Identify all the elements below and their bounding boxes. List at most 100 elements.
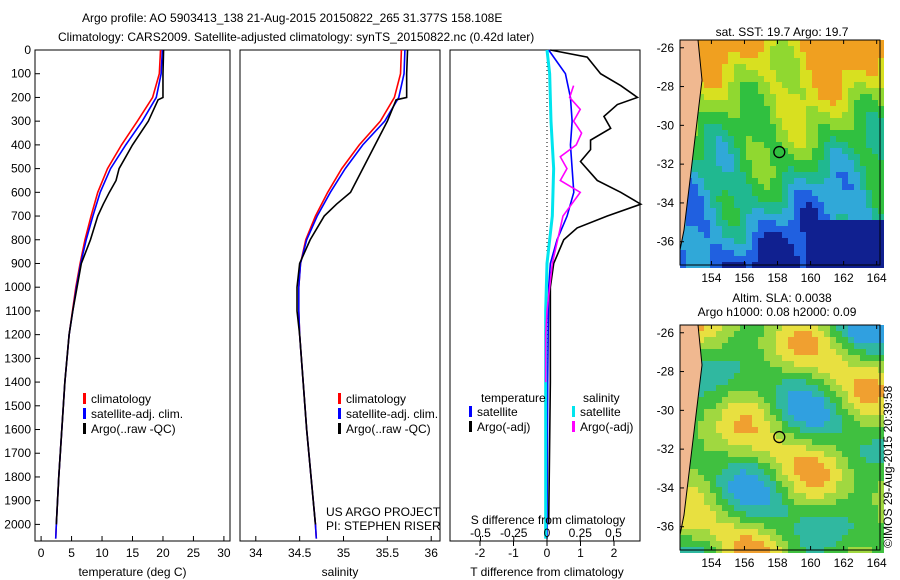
map-cell (830, 361, 836, 367)
map-cell (704, 46, 710, 52)
map-cell (836, 226, 842, 232)
legend-label: satellite-adj. clim. (91, 407, 183, 421)
map-cell (692, 220, 698, 226)
map-cell (764, 256, 770, 262)
map-cell (770, 541, 776, 547)
map-cell (746, 535, 752, 541)
map-cell (866, 457, 872, 463)
map-cell (830, 232, 836, 238)
map-cell (758, 427, 764, 433)
map-cell (818, 220, 824, 226)
map-cell (704, 469, 710, 475)
legend-swatch (572, 421, 575, 432)
map-cell (854, 343, 860, 349)
map-cell (740, 337, 746, 343)
map-cell (746, 232, 752, 238)
map-cell (830, 529, 836, 535)
map-cell (758, 112, 764, 118)
map-cell (770, 154, 776, 160)
map-cell (860, 379, 866, 385)
map-cell (806, 88, 812, 94)
map-cell (716, 397, 722, 403)
map-cell (770, 493, 776, 499)
map-cell (878, 373, 884, 379)
map-cell (740, 202, 746, 208)
map-cell (788, 100, 794, 106)
map-cell (872, 373, 878, 379)
map-cell (746, 385, 752, 391)
map-cell (758, 337, 764, 343)
map-cell (758, 349, 764, 355)
map-cell (740, 397, 746, 403)
map-cell (740, 511, 746, 517)
map-cell (788, 457, 794, 463)
coastline-land (679, 39, 703, 251)
map-cell (836, 397, 842, 403)
map-cell (782, 373, 788, 379)
map-cell (704, 427, 710, 433)
map-cell (812, 343, 818, 349)
map-cell (872, 361, 878, 367)
map-cell (728, 238, 734, 244)
map-cell (698, 136, 704, 142)
lon-tick-label: 160 (801, 556, 821, 570)
map-cell (872, 148, 878, 154)
map-cell (872, 487, 878, 493)
map-cell (794, 154, 800, 160)
map-cell (878, 196, 884, 202)
map-cell (878, 469, 884, 475)
map-cell (872, 46, 878, 52)
map-cell (782, 232, 788, 238)
map-cell (854, 541, 860, 547)
map-cell (770, 52, 776, 58)
map-cell (830, 385, 836, 391)
map-cell (752, 457, 758, 463)
map-cell (746, 130, 752, 136)
map-cell (758, 70, 764, 76)
map-cell (788, 190, 794, 196)
map-cell (734, 220, 740, 226)
map-cell (716, 232, 722, 238)
map-cell (734, 385, 740, 391)
map-cell (794, 202, 800, 208)
map-cell (866, 475, 872, 481)
map-cell (692, 202, 698, 208)
map-cell (782, 361, 788, 367)
map-cell (746, 82, 752, 88)
map-cell (752, 439, 758, 445)
map-cell (812, 481, 818, 487)
map-cell (728, 343, 734, 349)
map-cell (848, 517, 854, 523)
map-cell (812, 457, 818, 463)
map-cell (872, 355, 878, 361)
map-cell (740, 232, 746, 238)
map-cell (812, 256, 818, 262)
map-cell (788, 106, 794, 112)
map-cell (752, 427, 758, 433)
map-cell (812, 373, 818, 379)
map-cell (770, 208, 776, 214)
map-cell (866, 439, 872, 445)
map-cell (866, 421, 872, 427)
map-cell (848, 256, 854, 262)
map-cell (692, 433, 698, 439)
map-cell (770, 112, 776, 118)
map-cell (698, 226, 704, 232)
map-cell (710, 529, 716, 535)
map-cell (746, 529, 752, 535)
map-cell (722, 475, 728, 481)
map-cell (800, 226, 806, 232)
map-cell (794, 142, 800, 148)
map-cell (716, 190, 722, 196)
map-cell (812, 397, 818, 403)
map-cell (770, 226, 776, 232)
map-cell (878, 40, 884, 46)
map-cell (716, 427, 722, 433)
map-cell (866, 337, 872, 343)
y-tick-label: 1600 (4, 423, 31, 437)
map-cell (830, 403, 836, 409)
map-cell (866, 250, 872, 256)
map-cell (794, 172, 800, 178)
map-cell (782, 88, 788, 94)
map-cell (782, 154, 788, 160)
